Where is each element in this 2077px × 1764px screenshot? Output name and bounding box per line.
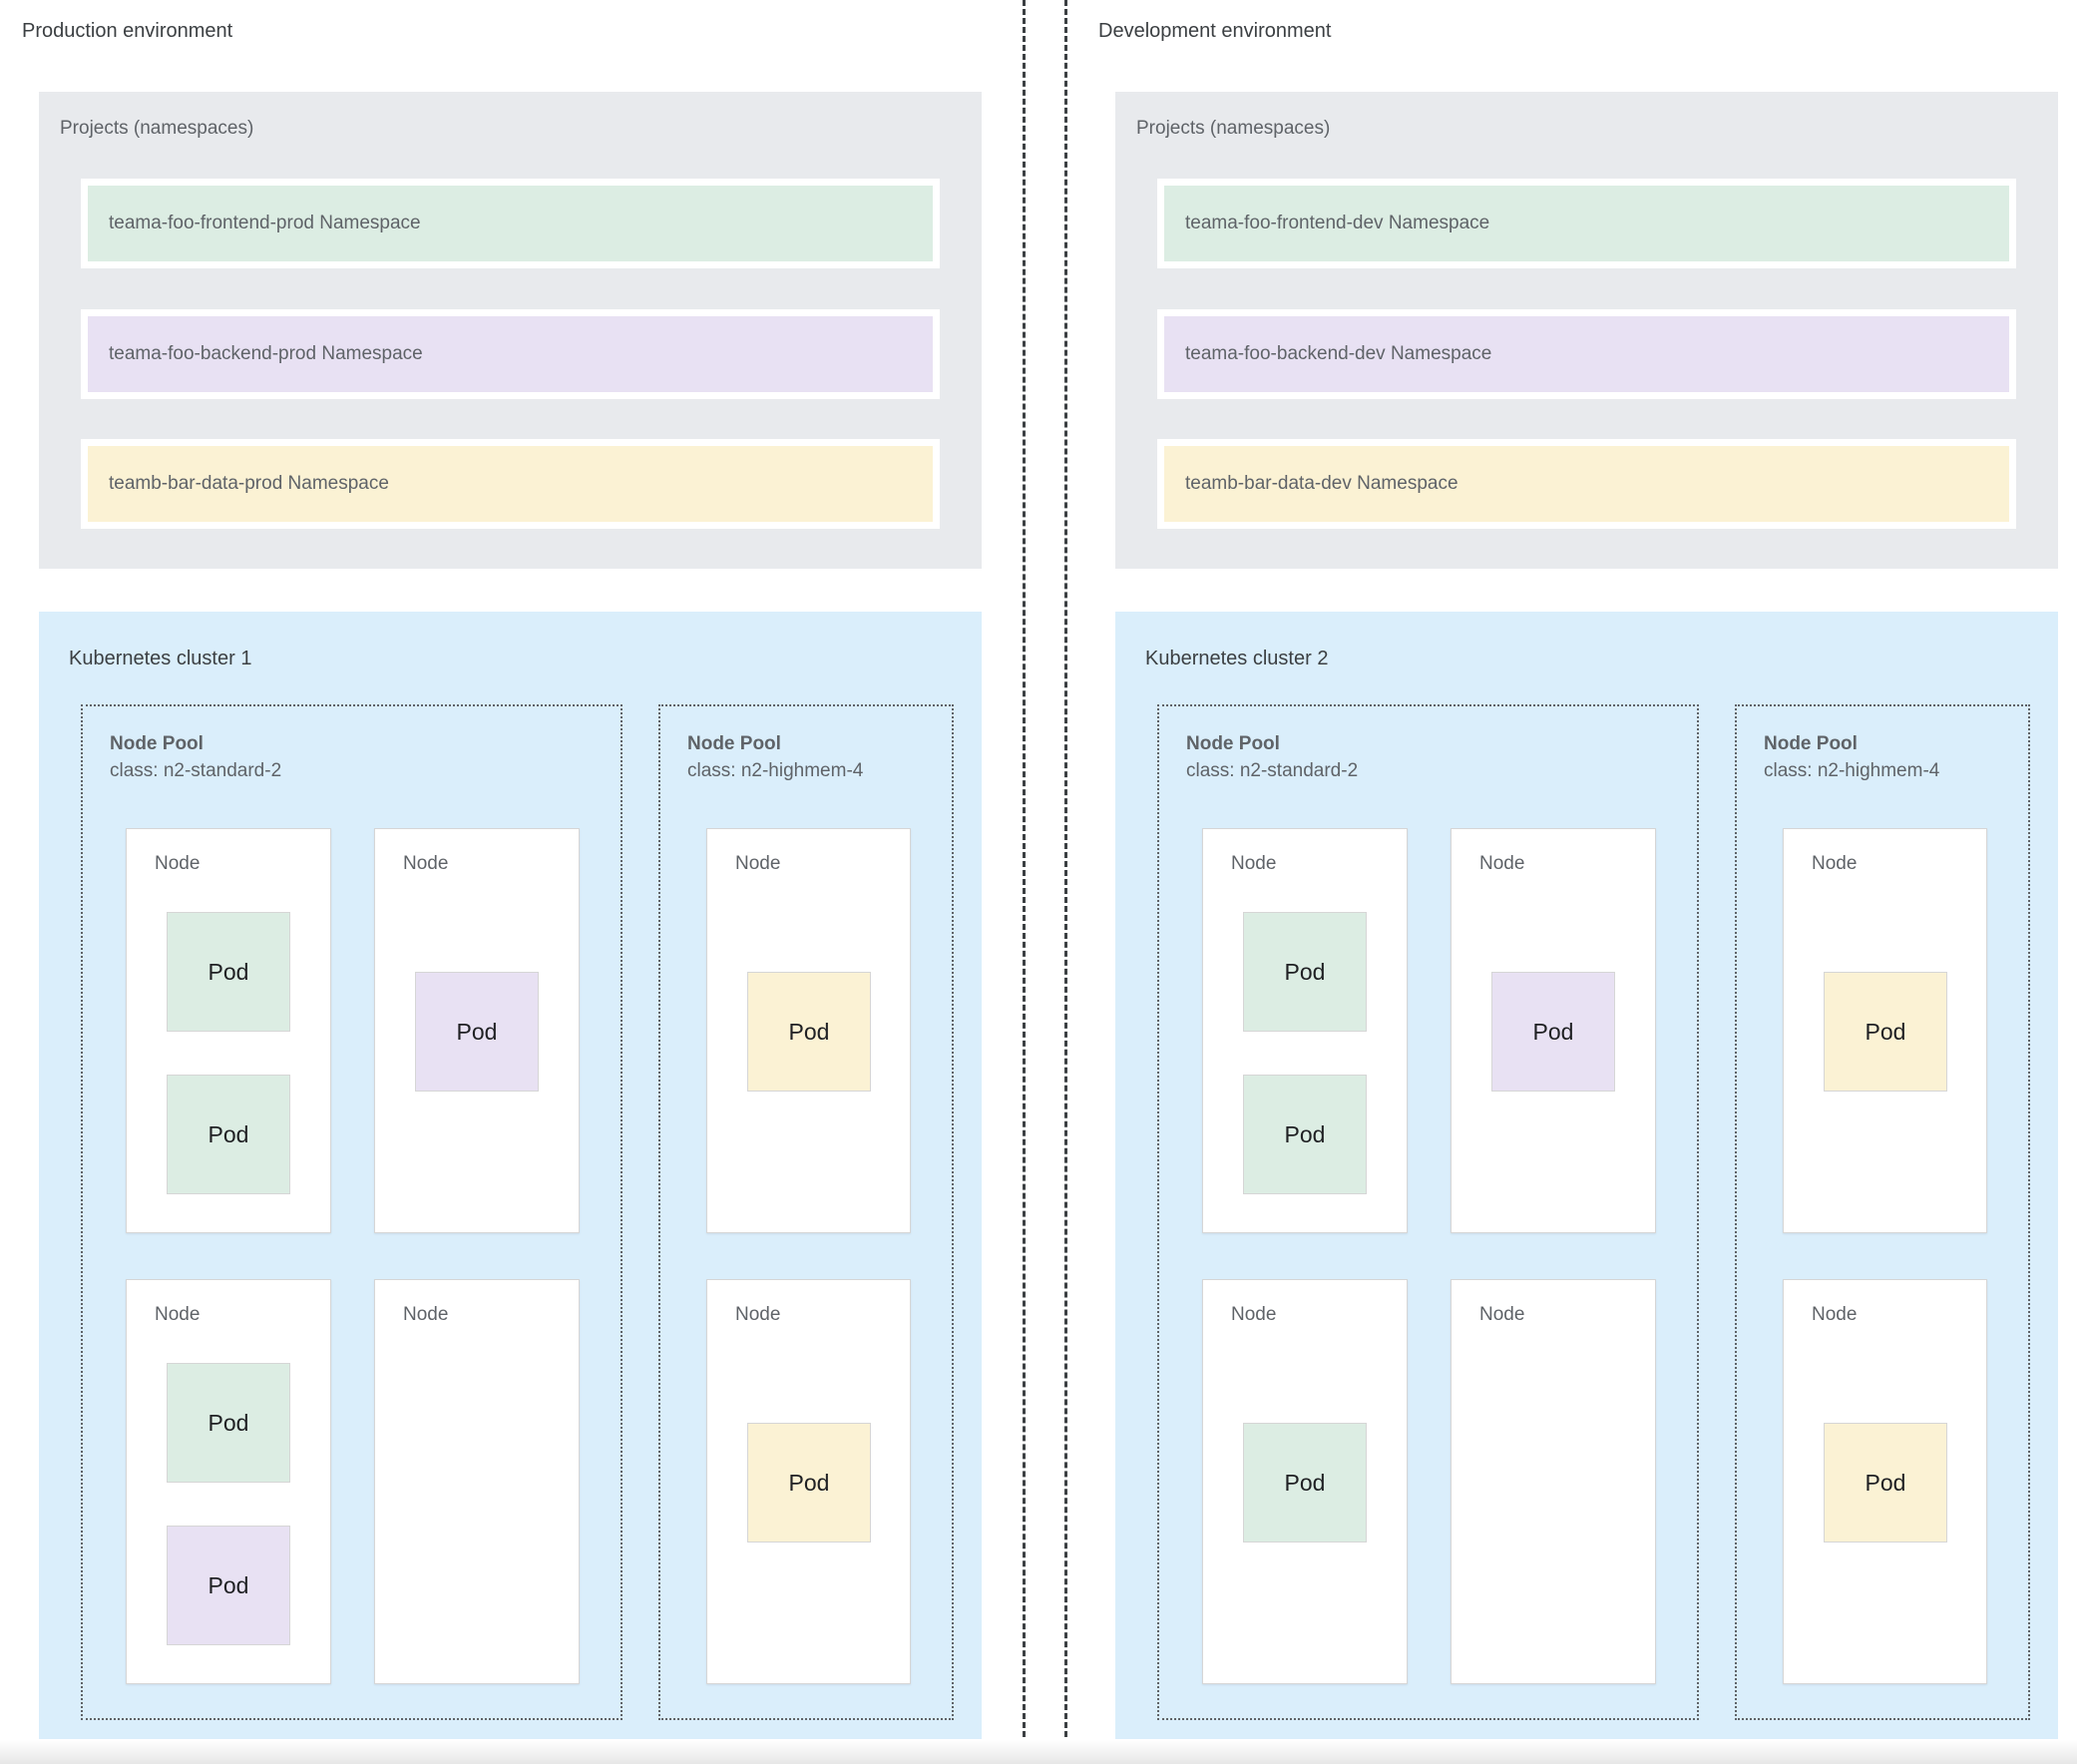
- node-box: Node: [1451, 1279, 1656, 1684]
- node-pool-header: Node Pool class: n2-standard-2: [110, 730, 281, 784]
- node-pool-header: Node Pool class: n2-standard-2: [1186, 730, 1358, 784]
- node-box: Node Pod Pod: [1202, 828, 1408, 1233]
- projects-panel: Projects (namespaces) teama-foo-frontend…: [1115, 92, 2058, 569]
- namespace-bar-label: teama-foo-frontend-prod Namespace: [88, 186, 933, 261]
- kubernetes-cluster-panel: Kubernetes cluster 1 Node Pool class: n2…: [39, 612, 982, 1739]
- node-label: Node: [1231, 1304, 1277, 1325]
- pod-box: Pod: [167, 1526, 290, 1645]
- pod-box: Pod: [1243, 1423, 1367, 1543]
- node-pool-class: class: n2-highmem-4: [687, 760, 864, 781]
- cluster-title: Kubernetes cluster 1: [69, 648, 252, 669]
- node-pool-class: class: n2-standard-2: [110, 760, 282, 781]
- node-box: Node Pod Pod: [126, 828, 331, 1233]
- node-pool-standard: Node Pool class: n2-standard-2 Node Pod …: [1157, 704, 1699, 1720]
- namespace-bar-label: teama-foo-frontend-dev Namespace: [1164, 186, 2009, 261]
- node-box: Node Pod: [1783, 828, 1987, 1233]
- cluster-title: Kubernetes cluster 2: [1145, 648, 1329, 669]
- node-pool-class: class: n2-standard-2: [1186, 760, 1359, 781]
- node-label: Node: [735, 853, 781, 874]
- namespace-bar-label: teamb-bar-data-prod Namespace: [88, 446, 933, 522]
- node-pool-class: class: n2-highmem-4: [1764, 760, 1940, 781]
- node-label: Node: [1231, 853, 1277, 874]
- environment-title: Production environment: [22, 20, 233, 42]
- node-box: Node Pod: [1451, 828, 1656, 1233]
- environment-divider-line: [1023, 0, 1026, 1764]
- namespace-bar: teamb-bar-data-dev Namespace: [1157, 439, 2016, 529]
- node-pool-standard: Node Pool class: n2-standard-2 Node Pod …: [81, 704, 623, 1720]
- node-pool-header: Node Pool class: n2-highmem-4: [1764, 730, 1939, 784]
- pod-box: Pod: [1243, 912, 1367, 1032]
- namespace-bar: teama-foo-frontend-dev Namespace: [1157, 179, 2016, 268]
- node-box: Node Pod Pod: [126, 1279, 331, 1684]
- environment-production: Production environment Projects (namespa…: [0, 0, 1022, 1764]
- node-box: Node Pod: [706, 1279, 911, 1684]
- node-pool-highmem: Node Pool class: n2-highmem-4 Node Pod N…: [1735, 704, 2030, 1720]
- bottom-fade: [0, 1740, 2077, 1764]
- pod-box: Pod: [415, 972, 539, 1092]
- node-pool-highmem: Node Pool class: n2-highmem-4 Node Pod N…: [658, 704, 954, 1720]
- environment-title: Development environment: [1098, 20, 1332, 42]
- namespace-bar-label: teama-foo-backend-prod Namespace: [88, 316, 933, 392]
- namespace-bar: teama-foo-frontend-prod Namespace: [81, 179, 940, 268]
- projects-panel-title: Projects (namespaces): [60, 118, 254, 139]
- node-box: Node Pod: [706, 828, 911, 1233]
- node-label: Node: [735, 1304, 781, 1325]
- node-label: Node: [1812, 1304, 1858, 1325]
- pod-box: Pod: [1824, 972, 1947, 1092]
- pod-box: Pod: [167, 912, 290, 1032]
- namespace-bar-label: teamb-bar-data-dev Namespace: [1164, 446, 2009, 522]
- node-pool-name: Node Pool: [110, 733, 204, 754]
- node-label: Node: [1479, 853, 1525, 874]
- node-box: Node Pod: [1202, 1279, 1408, 1684]
- node-box: Node Pod: [1783, 1279, 1987, 1684]
- node-pool-header: Node Pool class: n2-highmem-4: [687, 730, 863, 784]
- node-pool-name: Node Pool: [687, 733, 781, 754]
- pod-box: Pod: [747, 972, 871, 1092]
- pod-box: Pod: [167, 1363, 290, 1483]
- projects-panel-title: Projects (namespaces): [1136, 118, 1331, 139]
- node-label: Node: [155, 1304, 201, 1325]
- node-label: Node: [403, 1304, 449, 1325]
- pod-box: Pod: [167, 1075, 290, 1194]
- pod-box: Pod: [1491, 972, 1615, 1092]
- node-pool-name: Node Pool: [1186, 733, 1280, 754]
- namespace-bar: teama-foo-backend-prod Namespace: [81, 309, 940, 399]
- node-box: Node: [374, 1279, 580, 1684]
- pod-box: Pod: [1243, 1075, 1367, 1194]
- pod-box: Pod: [1824, 1423, 1947, 1543]
- environment-development: Development environment Projects (namesp…: [1076, 0, 2077, 1764]
- namespace-bar: teamb-bar-data-prod Namespace: [81, 439, 940, 529]
- node-label: Node: [1812, 853, 1858, 874]
- projects-panel: Projects (namespaces) teama-foo-frontend…: [39, 92, 982, 569]
- kubernetes-cluster-panel: Kubernetes cluster 2 Node Pool class: n2…: [1115, 612, 2058, 1739]
- node-label: Node: [155, 853, 201, 874]
- environment-divider-line: [1064, 0, 1067, 1764]
- namespace-bar-label: teama-foo-backend-dev Namespace: [1164, 316, 2009, 392]
- namespace-bar: teama-foo-backend-dev Namespace: [1157, 309, 2016, 399]
- node-label: Node: [403, 853, 449, 874]
- pod-box: Pod: [747, 1423, 871, 1543]
- node-pool-name: Node Pool: [1764, 733, 1858, 754]
- node-box: Node Pod: [374, 828, 580, 1233]
- node-label: Node: [1479, 1304, 1525, 1325]
